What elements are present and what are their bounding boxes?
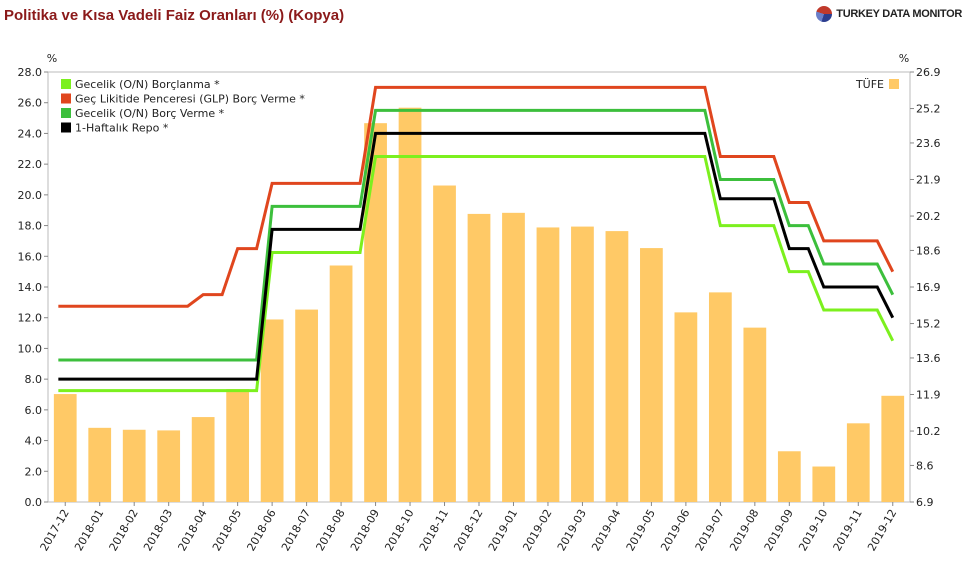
- right-tick-label: 16.9: [916, 281, 941, 294]
- tufe-bar: [640, 248, 663, 502]
- left-tick-label: 26.0: [18, 97, 43, 110]
- tufe-bar: [398, 107, 422, 502]
- right-tick-label: 18.6: [916, 244, 941, 257]
- x-tick-label: 2019-08: [727, 507, 761, 553]
- right-tick-label: 20.2: [916, 210, 941, 223]
- x-tick-label: 2018-03: [141, 507, 175, 553]
- legend-label: Gecelik (O/N) Borç Verme *: [75, 107, 225, 120]
- x-tick-label: 2019-01: [486, 507, 520, 553]
- left-tick-label: 6.0: [25, 404, 43, 417]
- x-tick-label: 2018-06: [244, 507, 278, 553]
- x-tick-label: 2019-06: [658, 507, 692, 553]
- left-tick-label: 2.0: [25, 465, 43, 478]
- tufe-bar: [881, 395, 905, 502]
- series-line: [58, 108, 895, 362]
- tufe-bar: [260, 319, 284, 502]
- x-tick-label: 2017-12: [38, 507, 72, 553]
- x-tick-label: 2019-02: [520, 507, 554, 553]
- x-tick-label: 2018-10: [382, 507, 416, 553]
- x-tick-label: 2018-08: [313, 507, 347, 553]
- x-tick-label: 2019-05: [624, 507, 658, 553]
- left-tick-label: 24.0: [18, 127, 43, 140]
- left-tick-label: 28.0: [18, 66, 43, 79]
- x-tick-label: 2018-01: [72, 507, 106, 553]
- x-tick-label: 2018-07: [279, 507, 313, 553]
- legend-swatch: [61, 93, 71, 104]
- tufe-bar: [88, 427, 112, 502]
- legend-swatch: [889, 79, 899, 89]
- legend-label: Gecelik (O/N) Borçlanma *: [75, 78, 220, 91]
- left-axis-unit: %: [47, 52, 57, 65]
- legend-label: Geç Likitide Penceresi (GLP) Borç Verme …: [75, 93, 305, 106]
- globe-icon: [816, 6, 833, 22]
- series-line: [58, 85, 895, 308]
- tufe-bar: [846, 423, 870, 502]
- tufe-bar: [226, 389, 250, 502]
- x-tick-label: 2019-09: [762, 507, 796, 553]
- tufe-bar: [777, 451, 801, 502]
- left-tick-label: 10.0: [18, 342, 43, 355]
- tufe-bar: [433, 185, 456, 502]
- left-tick-label: 8.0: [25, 373, 43, 386]
- tufe-bar: [708, 292, 732, 502]
- right-tick-label: 6.9: [916, 496, 934, 509]
- left-tick-label: 4.0: [25, 435, 43, 448]
- x-tick-label: 2018-11: [417, 507, 451, 553]
- series-line: [58, 131, 895, 381]
- tufe-bar: [157, 430, 181, 502]
- tufe-bar: [122, 429, 146, 502]
- x-tick-label: 2019-11: [831, 507, 865, 553]
- x-tick-label: 2018-04: [176, 507, 210, 553]
- legend-label: TÜFE: [855, 78, 884, 91]
- legend-swatch: [61, 108, 71, 118]
- right-axis-unit: %: [899, 52, 909, 65]
- chart-title: Politika ve Kısa Vadeli Faiz Oranları (%…: [4, 7, 345, 24]
- right-tick-label: 25.2: [916, 103, 941, 116]
- right-tick-label: 10.2: [916, 425, 941, 438]
- tufe-bar: [536, 227, 560, 502]
- left-tick-label: 18.0: [18, 220, 43, 233]
- tufe-bar: [502, 212, 525, 502]
- right-tick-label: 15.2: [916, 318, 941, 331]
- tufe-bar: [295, 309, 318, 502]
- legend-swatch: [61, 79, 71, 89]
- right-tick-label: 8.6: [916, 459, 934, 472]
- right-tick-label: 13.6: [916, 352, 941, 365]
- x-tick-label: 2018-09: [348, 507, 382, 553]
- tufe-bar: [329, 265, 353, 502]
- tufe-bar: [364, 123, 387, 503]
- tufe-bar: [191, 417, 215, 502]
- right-tick-label: 11.9: [916, 389, 941, 402]
- left-tick-label: 22.0: [18, 158, 43, 171]
- x-tick-label: 2018-12: [451, 507, 485, 553]
- tufe-bar: [743, 327, 767, 502]
- left-tick-label: 20.0: [18, 189, 43, 202]
- tufe-bar: [674, 312, 698, 502]
- x-tick-label: 2019-12: [865, 507, 899, 553]
- series-line: [58, 154, 895, 393]
- brand-logo: TURKEY DATA MONITOR: [816, 6, 962, 22]
- tufe-bar: [467, 213, 491, 502]
- right-tick-label: 21.9: [916, 174, 941, 187]
- left-tick-label: 14.0: [18, 281, 43, 294]
- left-tick-label: 12.0: [18, 312, 43, 325]
- legend-label: 1-Haftalık Repo *: [75, 122, 169, 135]
- x-tick-label: 2019-07: [693, 507, 727, 553]
- x-tick-label: 2018-05: [210, 507, 244, 553]
- tufe-bar: [812, 466, 836, 502]
- legend-swatch: [61, 122, 71, 133]
- brand-name: TURKEY DATA MONITOR: [836, 8, 962, 20]
- right-tick-label: 26.9: [916, 66, 941, 79]
- tufe-bar: [571, 226, 594, 502]
- left-tick-label: 16.0: [18, 250, 43, 263]
- x-tick-label: 2019-04: [589, 507, 623, 553]
- tufe-bar: [605, 231, 629, 502]
- left-tick-label: 0.0: [25, 496, 43, 509]
- x-tick-label: 2019-03: [555, 507, 589, 553]
- tufe-bar: [53, 394, 77, 502]
- x-tick-label: 2019-10: [796, 507, 830, 553]
- right-tick-label: 23.6: [916, 137, 941, 150]
- x-tick-label: 2018-02: [107, 507, 141, 553]
